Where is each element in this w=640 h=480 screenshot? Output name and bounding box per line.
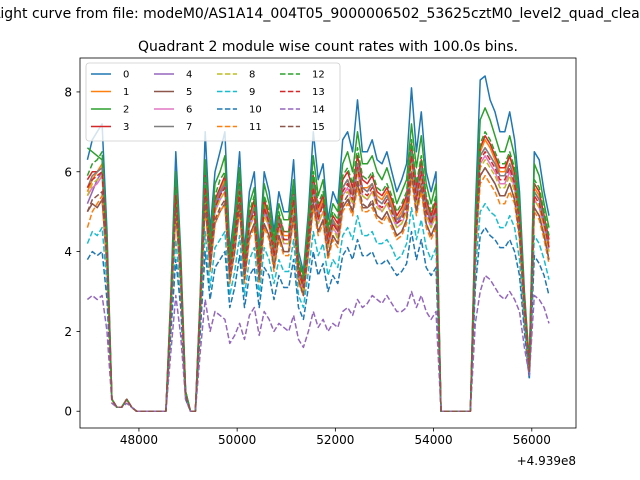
legend-label-6: 6 <box>186 105 192 116</box>
legend-label-10: 10 <box>249 105 262 116</box>
y-tick-label: 0 <box>64 405 72 419</box>
legend-label-9: 9 <box>249 87 255 98</box>
x-tick-label: 48000 <box>120 433 158 447</box>
legend-label-1: 1 <box>123 87 129 98</box>
x-offset-label: +4.939e8 <box>517 454 576 468</box>
x-tick-label: 54000 <box>414 433 452 447</box>
chart-title: Quadrant 2 module wise count rates with … <box>138 39 518 55</box>
legend-label-14: 14 <box>312 105 325 116</box>
y-tick-label: 4 <box>64 245 72 259</box>
legend-label-2: 2 <box>123 105 129 116</box>
legend-label-11: 11 <box>249 122 262 133</box>
legend-label-8: 8 <box>249 70 255 81</box>
x-tick-label: 56000 <box>513 433 551 447</box>
legend-label-7: 7 <box>186 122 192 133</box>
legend-label-15: 15 <box>312 122 325 133</box>
plot-area <box>79 57 577 429</box>
x-tick-label: 50000 <box>218 433 256 447</box>
legend-frame <box>85 62 341 142</box>
chart-suptitle: Light curve from file: modeM0/AS1A14_004… <box>0 6 640 22</box>
series-layer <box>86 75 550 412</box>
x-tick-label: 52000 <box>316 433 354 447</box>
y-tick-label: 2 <box>64 325 72 339</box>
legend-label-5: 5 <box>186 87 192 98</box>
axes-frame <box>79 57 577 429</box>
x-axis: 48000 50000 52000 54000 56000 <box>120 428 551 447</box>
legend-label-12: 12 <box>312 70 325 81</box>
legend-label-3: 3 <box>123 122 129 133</box>
y-axis: 0 2 4 6 8 <box>64 85 80 419</box>
y-tick-label: 6 <box>64 165 72 179</box>
legend-label-0: 0 <box>123 70 129 81</box>
series-line-15 <box>86 167 550 412</box>
legend-label-4: 4 <box>186 70 192 81</box>
y-tick-label: 8 <box>64 85 72 99</box>
legend-label-13: 13 <box>312 87 325 98</box>
